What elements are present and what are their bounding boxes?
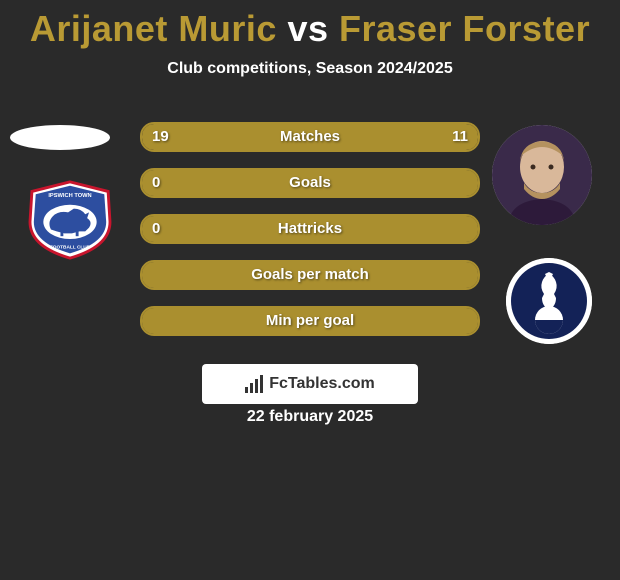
stat-label: Goals: [142, 170, 478, 196]
stat-row: Goals per match: [140, 260, 480, 290]
player1-avatar: [10, 125, 110, 150]
brand-text: FcTables.com: [269, 375, 375, 393]
brand-badge: FcTables.com: [202, 364, 418, 404]
stats-container: 1911Matches 0Goals 0Hattricks Goals per mat…: [140, 122, 480, 352]
chart-icon: [245, 375, 265, 393]
stat-label: Matches: [142, 124, 478, 150]
player1-name: Arijanet Muric: [30, 8, 277, 49]
stat-row: Min per goal: [140, 306, 480, 336]
tottenham-crest-icon: [506, 258, 592, 344]
player2-club-badge: [506, 258, 592, 344]
stat-label: Min per goal: [142, 308, 478, 334]
player2-avatar: [492, 125, 592, 225]
stat-label: Hattricks: [142, 216, 478, 242]
comparison-title: Arijanet Muric vs Fraser Forster: [0, 0, 620, 50]
subtitle: Club competitions, Season 2024/2025: [0, 60, 620, 78]
footer-date: 22 february 2025: [0, 408, 620, 426]
svg-text:FOOTBALL CLUB: FOOTBALL CLUB: [50, 245, 91, 251]
player2-portrait-icon: [492, 125, 592, 225]
stat-row: 1911Matches: [140, 122, 480, 152]
player2-name: Fraser Forster: [339, 8, 590, 49]
vs-separator: vs: [277, 8, 339, 49]
stat-row: 0Hattricks: [140, 214, 480, 244]
stat-label: Goals per match: [142, 262, 478, 288]
ipswich-town-crest-icon: IPSWICH TOWN FOOTBALL CLUB: [20, 180, 120, 260]
stat-row: 0Goals: [140, 168, 480, 198]
svg-text:IPSWICH TOWN: IPSWICH TOWN: [48, 193, 91, 199]
player1-club-badge: IPSWICH TOWN FOOTBALL CLUB: [20, 180, 120, 260]
